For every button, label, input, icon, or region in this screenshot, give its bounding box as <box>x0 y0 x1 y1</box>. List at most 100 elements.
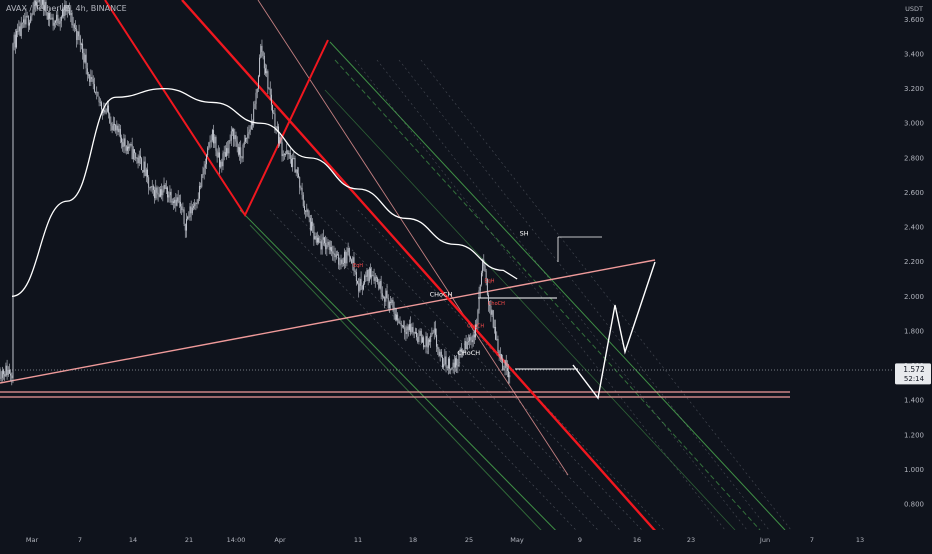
candle-body <box>341 259 342 264</box>
candle-body <box>292 158 293 167</box>
time-tick-label: 25 <box>465 536 473 544</box>
candle-body <box>332 251 333 253</box>
candle-body <box>420 331 421 336</box>
candle-body <box>348 248 349 252</box>
candle-body <box>205 164 206 168</box>
candle-body <box>308 210 309 216</box>
candle-body <box>110 123 111 126</box>
candle-body <box>128 147 129 149</box>
candle-body <box>191 206 192 213</box>
candle-body <box>385 291 386 302</box>
price-tick-label: 2.600 <box>904 189 924 197</box>
candle-body <box>306 210 307 212</box>
annotation-label: CHoCH <box>430 290 453 298</box>
candle-body <box>424 346 425 347</box>
candle-body <box>350 257 351 260</box>
candle-body <box>207 147 208 155</box>
candle-body <box>418 336 419 342</box>
candle-body <box>182 209 183 210</box>
candle-body <box>165 185 166 189</box>
candle-body <box>164 185 165 191</box>
candle <box>295 156 296 173</box>
candle-body <box>26 16 27 24</box>
candle-body <box>59 23 60 24</box>
candle-body <box>109 113 110 122</box>
candle-body <box>192 208 193 214</box>
candle-body <box>8 370 9 375</box>
candle <box>13 43 14 383</box>
candle-body <box>431 333 432 336</box>
candle-body <box>402 326 403 327</box>
candle-body <box>501 354 502 358</box>
candle-body <box>13 43 14 378</box>
candle-body <box>325 243 326 249</box>
candle-body <box>215 137 216 151</box>
candle-body <box>146 170 147 177</box>
candle-body <box>435 328 436 334</box>
candle <box>47 12 48 20</box>
candle-body <box>247 134 248 138</box>
candle-body <box>295 158 296 173</box>
candle-body <box>155 187 156 198</box>
annotation-label: CHoCH <box>457 349 480 357</box>
candle-body <box>85 55 86 63</box>
candle-body <box>184 209 185 224</box>
candle-body <box>380 281 381 289</box>
candle-body <box>468 341 469 342</box>
candle-body <box>321 241 322 249</box>
candle-body <box>328 242 329 245</box>
candle <box>109 112 110 123</box>
candle <box>364 274 365 285</box>
candle-body <box>319 241 320 242</box>
candle-body <box>147 170 148 178</box>
candle-body <box>270 89 271 95</box>
candle <box>16 29 17 49</box>
candle-body <box>113 124 114 130</box>
candle-body <box>335 254 336 258</box>
candle-body <box>309 216 310 218</box>
candle-body <box>24 19 25 24</box>
candle-body <box>278 126 279 143</box>
candle-body <box>428 339 429 347</box>
candle-body <box>466 341 467 349</box>
candle-body <box>99 97 100 103</box>
candle-body <box>100 102 101 103</box>
candle-body <box>443 364 444 367</box>
candle-body <box>101 102 102 109</box>
candle-body <box>116 126 117 131</box>
candle-body <box>434 328 435 332</box>
candle-body <box>15 35 16 48</box>
candle-body <box>70 13 71 15</box>
candle-body <box>356 272 357 281</box>
candle-countdown-label: 52:14 <box>904 375 925 383</box>
candle-body <box>179 202 180 203</box>
candle-body <box>30 16 31 22</box>
candle-body <box>441 352 442 357</box>
candle-body <box>455 358 456 367</box>
candle-body <box>422 337 423 342</box>
candle-body <box>331 247 332 251</box>
candle-body <box>430 336 431 342</box>
candle-body <box>77 31 78 40</box>
candle-body <box>210 142 211 143</box>
candle-body <box>18 26 19 31</box>
candle-body <box>73 25 74 26</box>
candle-body <box>375 277 376 281</box>
candle-body <box>250 129 251 131</box>
candle-body <box>492 310 493 315</box>
candle-body <box>311 222 312 231</box>
candle-body <box>481 273 482 285</box>
candle-body <box>283 154 284 156</box>
candle-body <box>158 193 159 195</box>
candle-body <box>383 297 384 298</box>
candle <box>141 157 142 170</box>
candle-body <box>219 152 220 167</box>
candle-body <box>285 154 286 155</box>
price-tick-label: 1.400 <box>904 397 924 405</box>
candle-body <box>346 252 347 263</box>
candle-body <box>186 219 187 231</box>
candle-body <box>384 297 385 302</box>
candle-body <box>171 192 172 203</box>
